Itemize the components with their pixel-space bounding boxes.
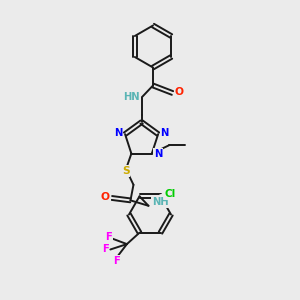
- Text: O: O: [175, 87, 184, 98]
- Text: S: S: [122, 166, 130, 176]
- Text: F: F: [113, 256, 120, 266]
- Text: F: F: [102, 244, 109, 254]
- Text: NH: NH: [152, 197, 169, 207]
- Text: Cl: Cl: [164, 189, 176, 199]
- Text: N: N: [154, 148, 163, 159]
- Text: F: F: [106, 232, 112, 242]
- Text: O: O: [101, 192, 110, 203]
- Text: N: N: [160, 128, 169, 138]
- Text: N: N: [114, 128, 123, 138]
- Text: HN: HN: [124, 92, 140, 102]
